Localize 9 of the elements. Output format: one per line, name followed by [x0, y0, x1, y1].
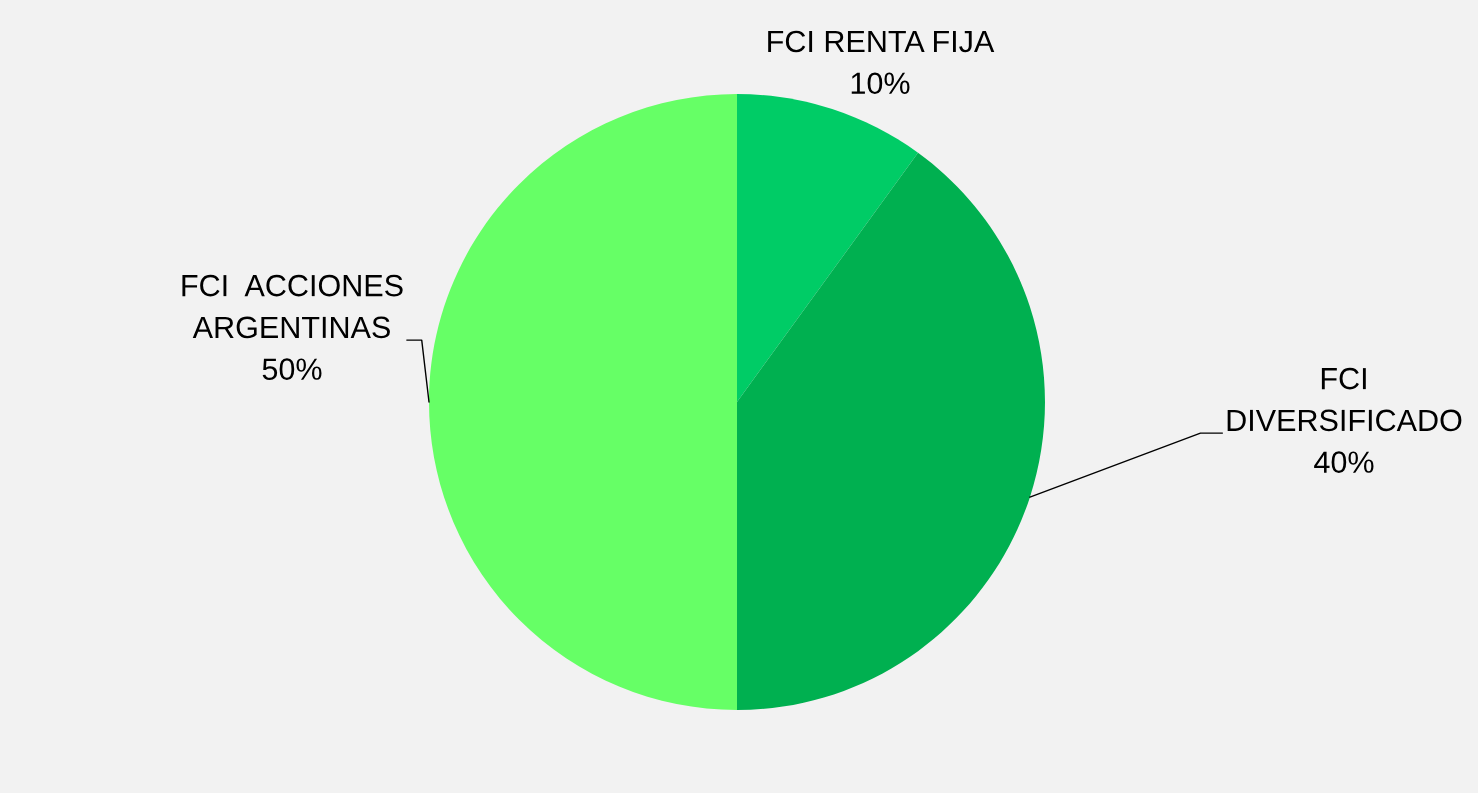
data-label: 40% — [1314, 451, 1374, 473]
pie-slice — [737, 152, 1045, 710]
pie-slice — [429, 94, 737, 710]
data-label: 10% — [851, 72, 910, 95]
slice-label: FCI RENTA FIJA — [768, 30, 995, 53]
data-label: 50% — [262, 358, 322, 380]
slice-label: FCI DIVERSIFICADO — [1227, 367, 1462, 432]
slice-label: FCI ACCIONES ARGENTINAS — [182, 274, 403, 339]
pie-slice — [737, 94, 919, 402]
